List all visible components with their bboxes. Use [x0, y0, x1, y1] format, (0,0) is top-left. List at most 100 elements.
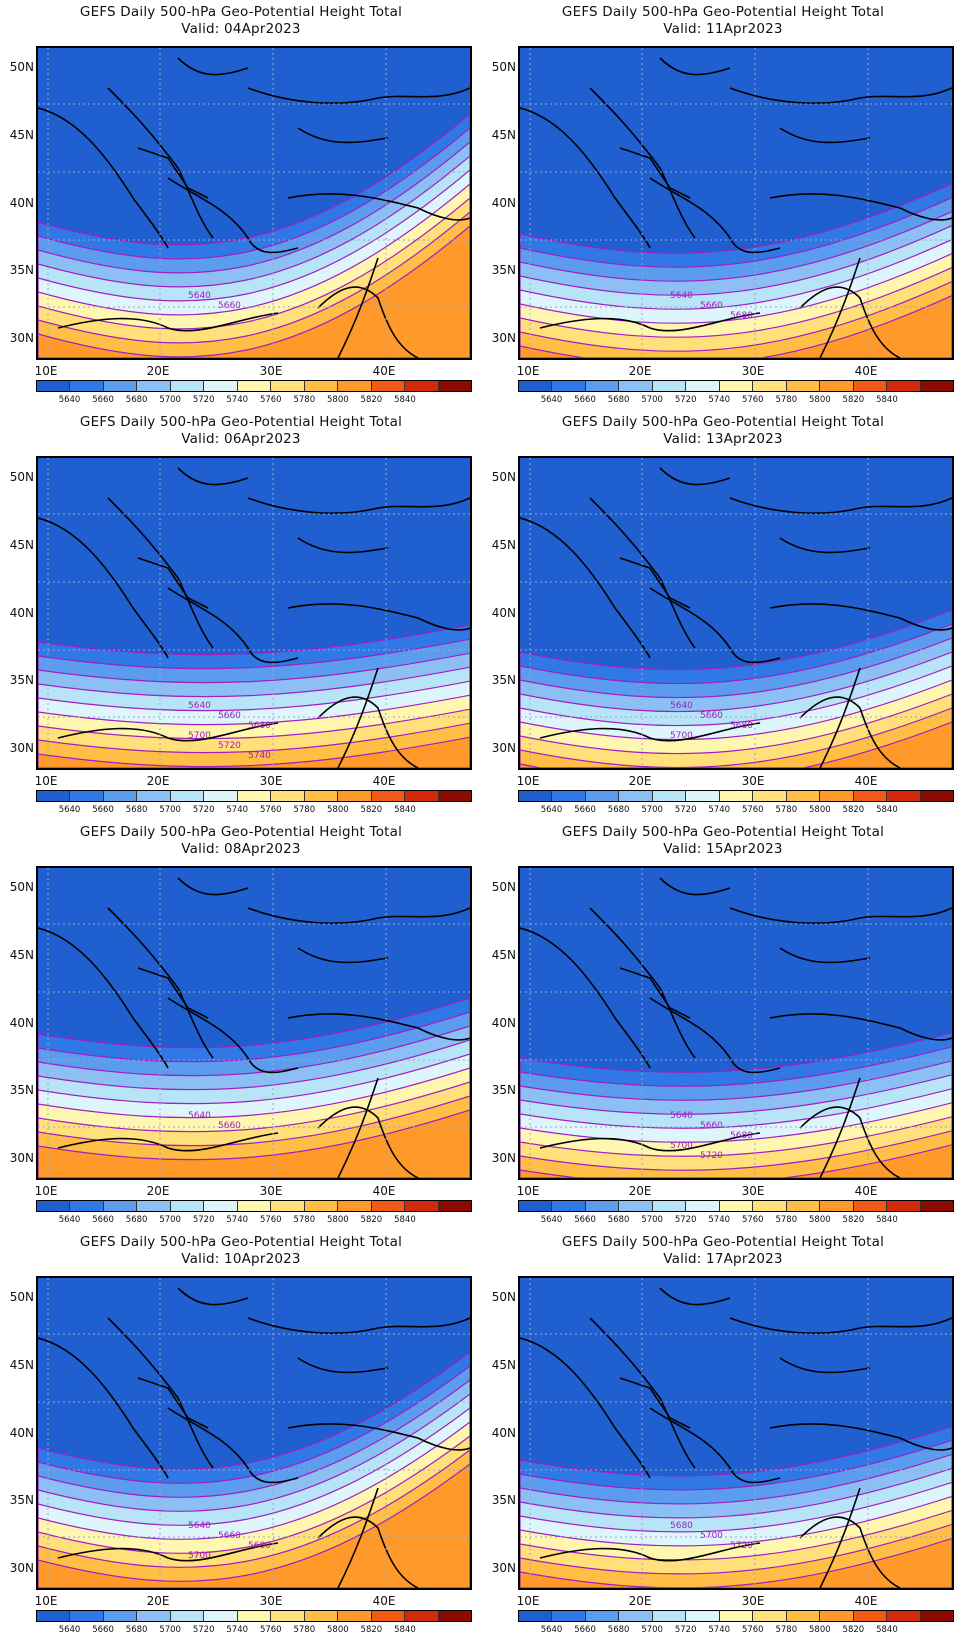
coastline	[177, 467, 249, 486]
latitude-label: 30N	[491, 741, 516, 755]
longitude-label: 20E	[628, 1594, 652, 1608]
colorbar-swatch	[271, 381, 305, 391]
contour-label: 5660	[700, 1121, 723, 1131]
height-band	[38, 1463, 470, 1588]
colorbar-swatch	[920, 1201, 954, 1211]
latitude-label: 50N	[491, 60, 516, 74]
colorbar-label: 5840	[876, 395, 898, 405]
latitude-label: 45N	[9, 1358, 34, 1372]
height-band	[520, 721, 952, 768]
panel-title: GEFS Daily 500-hPa Geo-Potential Height …	[561, 4, 885, 20]
coastline	[167, 1407, 299, 1484]
map-canvas: 5640 5660	[38, 48, 470, 358]
coastline	[337, 667, 379, 768]
colorbar-swatch	[237, 1611, 272, 1621]
colorbar	[518, 1610, 954, 1622]
colorbar-label: 5800	[327, 395, 349, 405]
colorbar-swatch	[753, 381, 787, 391]
colorbar-swatch	[887, 1201, 921, 1211]
colorbar-swatch	[719, 791, 754, 801]
longitude-label: 10E	[34, 364, 58, 378]
latitude-label: 30N	[491, 1561, 516, 1575]
coastline	[649, 587, 781, 664]
colorbar-label: 5640	[58, 1215, 81, 1225]
panel-valid-date: Valid: 08Apr2023	[181, 841, 301, 857]
coastline	[247, 1317, 470, 1334]
coastline	[539, 312, 761, 332]
colorbar-label: 5760	[741, 395, 764, 405]
contour-label: 5660	[218, 301, 241, 311]
colorbar-swatch	[70, 1611, 104, 1621]
height-band	[520, 1130, 952, 1178]
longitude-label: 20E	[146, 1594, 170, 1608]
colorbar-swatch	[237, 381, 272, 391]
geopotential-map: 5640 5660	[36, 46, 472, 360]
coastline	[247, 907, 470, 924]
colorbar-swatch	[719, 381, 754, 391]
colorbar-swatch	[371, 791, 406, 801]
longitude-label: 30E	[741, 1594, 765, 1608]
coastline	[520, 107, 651, 249]
colorbar-label: 5720	[674, 1625, 697, 1635]
coastline	[520, 1337, 651, 1479]
colorbar-swatch	[371, 1201, 406, 1211]
coastline	[167, 587, 299, 664]
colorbar-swatch	[338, 1201, 372, 1211]
geopotential-map: 5640 5660 5680 5700	[36, 1276, 472, 1590]
coastline	[619, 557, 691, 609]
colorbar-label: 5760	[741, 1625, 764, 1635]
longitude-label: 30E	[259, 1594, 283, 1608]
coastline	[539, 722, 761, 742]
colorbar-swatch	[304, 381, 339, 391]
colorbar-swatch	[552, 381, 586, 391]
colorbar-swatch	[786, 1611, 821, 1621]
latitude-label: 50N	[491, 470, 516, 484]
latitude-label: 45N	[491, 538, 516, 552]
colorbar-label: 5820	[360, 395, 383, 405]
colorbar-label: 5800	[809, 805, 831, 815]
colorbar-label: 5780	[293, 805, 316, 815]
height-band	[520, 1144, 952, 1178]
colorbar-swatch	[438, 381, 472, 391]
map-panel: GEFS Daily 500-hPa Geo-Potential Height …	[0, 410, 482, 820]
colorbar-label: 5740	[226, 1215, 249, 1225]
coastline	[729, 907, 952, 924]
colorbar-swatch	[170, 381, 205, 391]
coastline	[247, 87, 470, 104]
colorbar-swatch	[585, 1611, 620, 1621]
colorbar-swatch	[519, 381, 553, 391]
colorbar-swatch	[103, 791, 138, 801]
map-canvas: 5640 5660	[38, 868, 470, 1178]
colorbar-label: 5760	[259, 805, 282, 815]
colorbar-label: 5740	[708, 805, 731, 815]
longitude-label: 10E	[516, 1594, 540, 1608]
contour-label: 5700	[188, 1551, 211, 1561]
coastline	[287, 603, 470, 631]
longitude-label: 40E	[372, 774, 396, 788]
coastline	[589, 87, 696, 239]
panel-valid-date: Valid: 04Apr2023	[181, 21, 301, 37]
colorbar-label: 5840	[876, 1215, 898, 1225]
coastline	[659, 57, 731, 76]
contour-label: 5720	[730, 1541, 753, 1551]
longitude-label: 20E	[628, 774, 652, 788]
coastline	[297, 1357, 389, 1374]
colorbar-label: 5700	[159, 395, 181, 405]
height-band	[520, 707, 952, 768]
colorbar-swatch	[753, 791, 787, 801]
map-canvas: 5640 5660 5680 5700 5720	[520, 868, 952, 1178]
longitude-label: 10E	[34, 1594, 58, 1608]
colorbar-swatch	[405, 1611, 439, 1621]
coastline	[177, 57, 249, 76]
colorbar-swatch	[405, 1201, 439, 1211]
colorbar-swatch	[204, 1611, 238, 1621]
colorbar-swatch	[70, 791, 104, 801]
colorbar-swatch	[585, 1201, 620, 1211]
colorbar-swatch	[37, 1611, 71, 1621]
coastline	[659, 877, 731, 896]
panel-valid-date: Valid: 10Apr2023	[181, 1251, 301, 1267]
colorbar-swatch	[652, 1201, 687, 1211]
colorbar-swatch	[853, 381, 888, 391]
longitude-label: 20E	[628, 364, 652, 378]
colorbar-swatch	[137, 381, 171, 391]
